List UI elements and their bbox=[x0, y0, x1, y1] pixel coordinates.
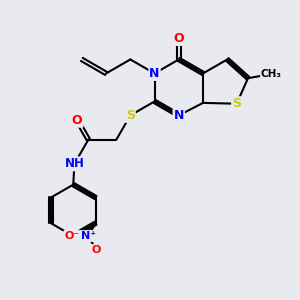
Text: O⁻: O⁻ bbox=[64, 231, 80, 241]
Text: CH₃: CH₃ bbox=[261, 69, 282, 79]
Text: N: N bbox=[149, 67, 160, 80]
Text: O: O bbox=[92, 245, 101, 255]
Text: O: O bbox=[173, 32, 184, 45]
Text: N⁺: N⁺ bbox=[81, 231, 96, 241]
Text: S: S bbox=[232, 97, 241, 110]
Text: NH: NH bbox=[64, 158, 84, 170]
Text: N: N bbox=[174, 109, 184, 122]
Text: S: S bbox=[126, 109, 135, 122]
Text: O: O bbox=[72, 114, 83, 127]
